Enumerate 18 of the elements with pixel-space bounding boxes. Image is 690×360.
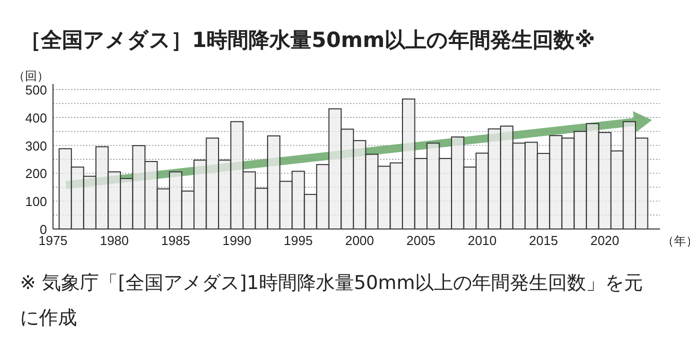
x-tick-label: 2020	[590, 233, 620, 248]
y-tick-label: 300	[25, 138, 47, 154]
y-tick-label: 400	[25, 110, 47, 126]
x-tick-label: 2015	[529, 233, 558, 248]
x-tick-label: 2000	[345, 233, 374, 248]
y-tick-label: 100	[25, 194, 47, 210]
y-tick-label: 200	[25, 166, 47, 182]
x-tick-label: 1980	[100, 233, 129, 248]
x-tick-label: 1985	[161, 233, 190, 248]
x-tick-label: 1995	[284, 233, 313, 248]
y-tick-label: 500	[25, 82, 47, 98]
x-tick-label: 2010	[468, 233, 497, 248]
text: ※ 気象庁「[全国アメダス]1時間降水量50mm以上の年間発生回数」を元に作成	[20, 271, 644, 331]
chart-title: ［全国アメダス］1時間降水量50mm以上の年間発生回数※	[20, 27, 596, 54]
y-axis-title: （回）	[13, 69, 49, 83]
x-axis-title: （年）	[662, 234, 690, 248]
x-tick-label: 1990	[222, 233, 252, 248]
x-tick-label: 2005	[406, 233, 436, 248]
